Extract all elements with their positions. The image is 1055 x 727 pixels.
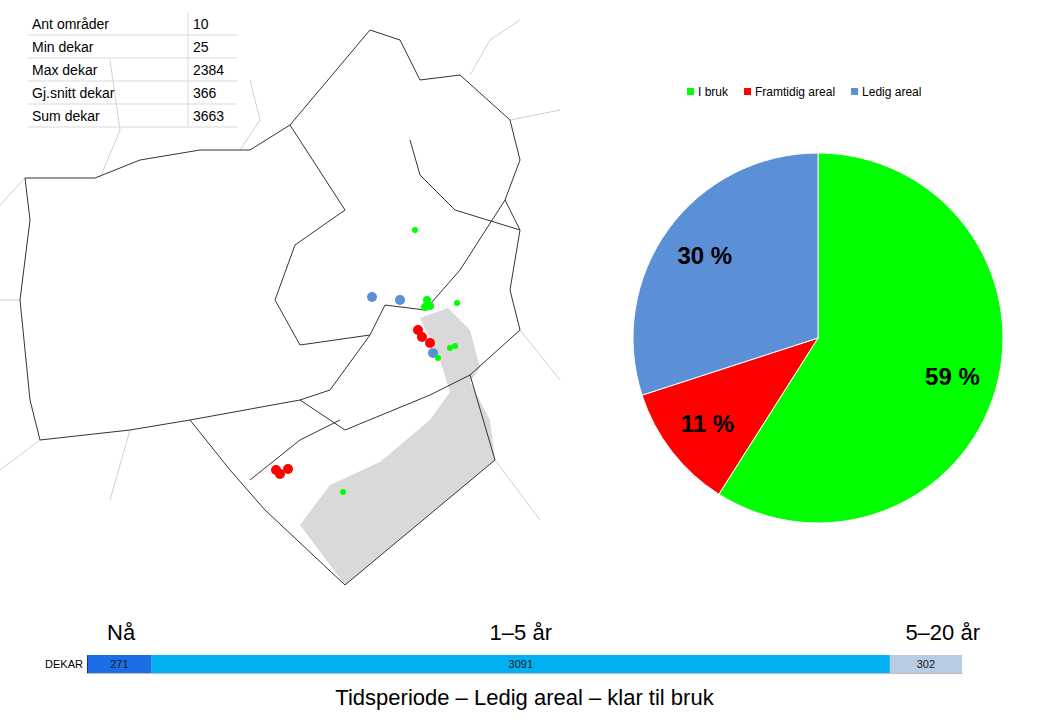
y-tick: DEKAR (45, 658, 87, 670)
legend: I bruk Framtidig areal Ledig areal (687, 85, 921, 99)
map-dot (454, 300, 460, 306)
stats-row-rule (28, 81, 237, 82)
legend-label: Framtidig areal (755, 85, 835, 99)
stats-table: Ant områder 10 Min dekar 25 Max dekar 2384 Gj.… (28, 12, 237, 127)
map-dot (452, 343, 458, 349)
legend-swatch (687, 88, 694, 95)
pie-slices (633, 153, 1003, 523)
stats-value: 25 (193, 39, 209, 55)
map-neighbour-border (0, 300, 20, 301)
bar-segment (152, 655, 890, 673)
map-dot (425, 338, 435, 348)
bar-segment (890, 655, 962, 673)
stats-value: 2384 (193, 62, 224, 78)
map-neighbour-border (240, 80, 260, 150)
legend-swatch (744, 88, 751, 95)
legend-swatch (851, 88, 858, 95)
map-neighbour-border (495, 460, 540, 520)
map-dot (435, 355, 441, 361)
map-neighbour-border (470, 20, 520, 75)
map-dot (395, 295, 405, 305)
stats-value: 366 (193, 85, 217, 101)
map-dot (417, 332, 427, 342)
map-neighbour-border (520, 330, 560, 380)
map-sea (300, 308, 495, 585)
stats-value: 3663 (193, 108, 224, 124)
stats-label: Min dekar (32, 39, 94, 55)
legend-item: Ledig areal (851, 85, 921, 99)
map-border (190, 335, 370, 420)
bar-plot (87, 655, 962, 673)
pie-data-label: 30 % (677, 242, 732, 269)
map-border (250, 420, 340, 480)
stats-row-rule (28, 127, 237, 128)
map-dot (421, 303, 429, 311)
legend-item: Framtidig areal (744, 85, 835, 99)
bar-texts: 271 Nå 3091 1–5 år 302 5–20 år (107, 620, 980, 670)
map-dot (340, 489, 346, 495)
pie-chart: 59 % 11 % 30 % (633, 153, 1003, 523)
canvas: Ant områder 10 Min dekar 25 Max dekar 2384 Gj.… (0, 0, 1055, 727)
map-neighbour-border (100, 60, 120, 178)
bar-data-label: 271 (110, 658, 128, 670)
x-axis-line (88, 673, 963, 674)
map-outline (20, 30, 520, 585)
map-dot (412, 227, 418, 233)
pie-slice (633, 153, 818, 395)
map-neighbour-border (0, 178, 25, 205)
y-tick-label: DEKAR (45, 658, 83, 670)
stats-row-rule (28, 58, 237, 59)
bar-segment (87, 655, 152, 673)
map-border (300, 375, 470, 430)
stats-value: 10 (193, 16, 209, 32)
bar-series-name: 5–20 år (905, 620, 980, 645)
stats-label: Sum dekar (32, 108, 100, 124)
stats-col-rule (188, 12, 189, 127)
pie-data-label: 59 % (925, 363, 980, 390)
bar-data-label: 3091 (509, 658, 533, 670)
bar-series-name: Nå (107, 620, 136, 645)
map-border (410, 140, 520, 230)
legend-label: Ledig areal (862, 85, 921, 99)
map-border (370, 200, 505, 335)
map-dot (367, 292, 377, 302)
legend-label: I bruk (698, 85, 729, 99)
bar-series-name: 1–5 år (490, 620, 552, 645)
map-border (275, 125, 370, 345)
map-dot (275, 469, 285, 479)
y-axis-line (87, 656, 88, 674)
y-axis: DEKAR (45, 656, 87, 674)
stats-row-rule (28, 35, 237, 36)
pie-data-label: 11 % (681, 410, 734, 437)
x-axis (88, 673, 963, 674)
map (0, 20, 560, 585)
stats-label: Ant områder (32, 16, 109, 32)
stats-label: Max dekar (32, 62, 98, 78)
stats-label: Gj.snitt dekar (32, 85, 115, 101)
stats-row-rule (28, 104, 237, 105)
map-neighbour-border (110, 430, 130, 500)
chart-title: Tidsperiode – Ledig areal – klar til bru… (335, 685, 714, 710)
legend-item: I bruk (687, 85, 729, 99)
map-neighbour-border (510, 110, 560, 120)
map-neighbour-border (0, 440, 40, 470)
bar-data-label: 302 (917, 658, 935, 670)
